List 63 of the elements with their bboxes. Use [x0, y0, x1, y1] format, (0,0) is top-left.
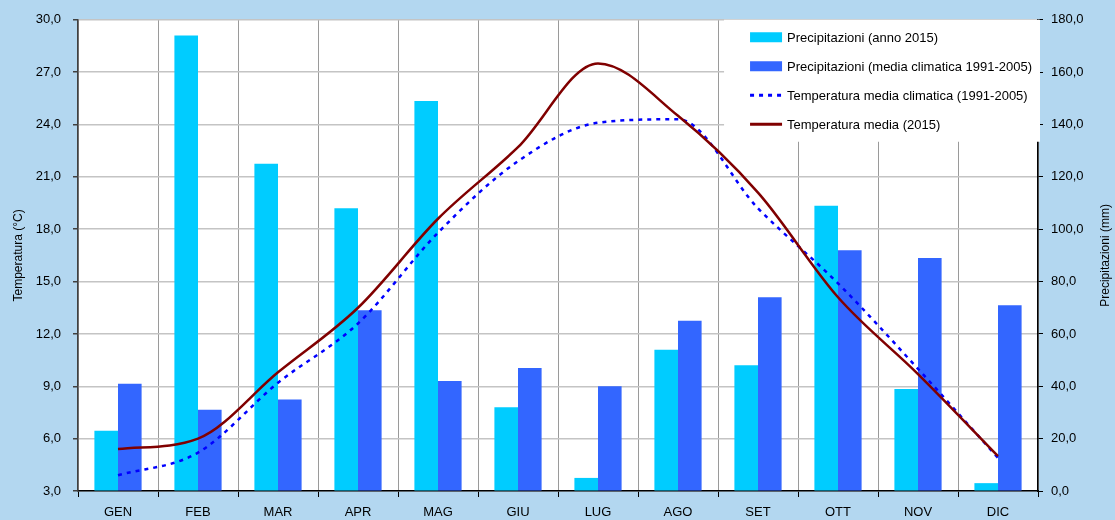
x-tick-label: OTT [825, 504, 852, 520]
y-axis-title: Temperatura (°C) [10, 209, 25, 302]
y2-tick-label: 0,0 [1051, 482, 1070, 498]
y-tick-label: 3,0 [42, 482, 61, 498]
bar [734, 365, 758, 491]
y2-tick-label: 160,0 [1051, 63, 1084, 79]
bar [414, 100, 438, 491]
y-tick-label: 6,0 [42, 430, 61, 446]
legend-label: Precipitazioni (media climatica 1991-2005) [787, 58, 1032, 74]
y2-tick-label: 180,0 [1051, 11, 1084, 27]
x-tick-label: AGO [663, 504, 693, 520]
y-tick-label: 21,0 [35, 168, 61, 184]
x-tick-label: GEN [103, 504, 133, 520]
bar [814, 205, 838, 491]
x-tick-label: APR [344, 504, 372, 520]
bar [574, 477, 598, 491]
y2-axis-title: Precipitazioni (mm) [1098, 204, 1113, 307]
bar [838, 250, 862, 491]
legend-label: Temperatura media climatica (1991-2005) [787, 87, 1028, 103]
legend-label: Precipitazioni (anno 2015) [787, 29, 939, 45]
bar [358, 310, 382, 491]
y-tick-label: 12,0 [35, 325, 61, 341]
bar [654, 349, 678, 491]
bar [278, 399, 302, 491]
y-tick-label: 27,0 [35, 63, 61, 79]
x-tick-label: MAR [263, 504, 293, 520]
x-tick-label: NOV [903, 504, 933, 520]
y-tick-label: 9,0 [42, 377, 61, 393]
y2-tick-label: 20,0 [1051, 430, 1077, 446]
y2-tick-label: 80,0 [1051, 273, 1077, 289]
y-tick-label: 24,0 [35, 116, 61, 132]
bar [334, 208, 358, 491]
legend-label: Temperatura media (2015) [787, 116, 941, 132]
bar [758, 297, 782, 491]
bar [198, 409, 222, 491]
y-tick-label: 15,0 [35, 273, 61, 289]
x-tick-label: SET [745, 504, 771, 520]
x-tick-label: LUG [584, 504, 612, 520]
bar [918, 258, 942, 491]
x-tick-label: GIU [506, 504, 530, 520]
y2-tick-label: 120,0 [1051, 168, 1084, 184]
bar [598, 386, 622, 491]
bar [494, 407, 518, 491]
y-tick-label: 30,0 [35, 11, 61, 27]
line-series [116, 118, 1000, 477]
x-tick-label: MAG [423, 504, 453, 520]
bar [998, 305, 1022, 491]
y2-tick-label: 60,0 [1051, 325, 1077, 341]
x-tick-label: DIC [986, 504, 1010, 520]
bar [518, 367, 542, 491]
bar [254, 163, 278, 491]
bar [94, 430, 118, 491]
bar [974, 483, 998, 491]
y2-tick-label: 100,0 [1051, 220, 1084, 236]
x-tick-label: FEB [185, 504, 211, 520]
bar [894, 388, 918, 491]
bar [174, 35, 198, 491]
y2-tick-label: 140,0 [1051, 116, 1084, 132]
y-tick-label: 18,0 [35, 220, 61, 236]
bar [678, 320, 702, 491]
bar [118, 383, 142, 491]
y2-tick-label: 40,0 [1051, 377, 1077, 393]
bar [438, 381, 462, 491]
